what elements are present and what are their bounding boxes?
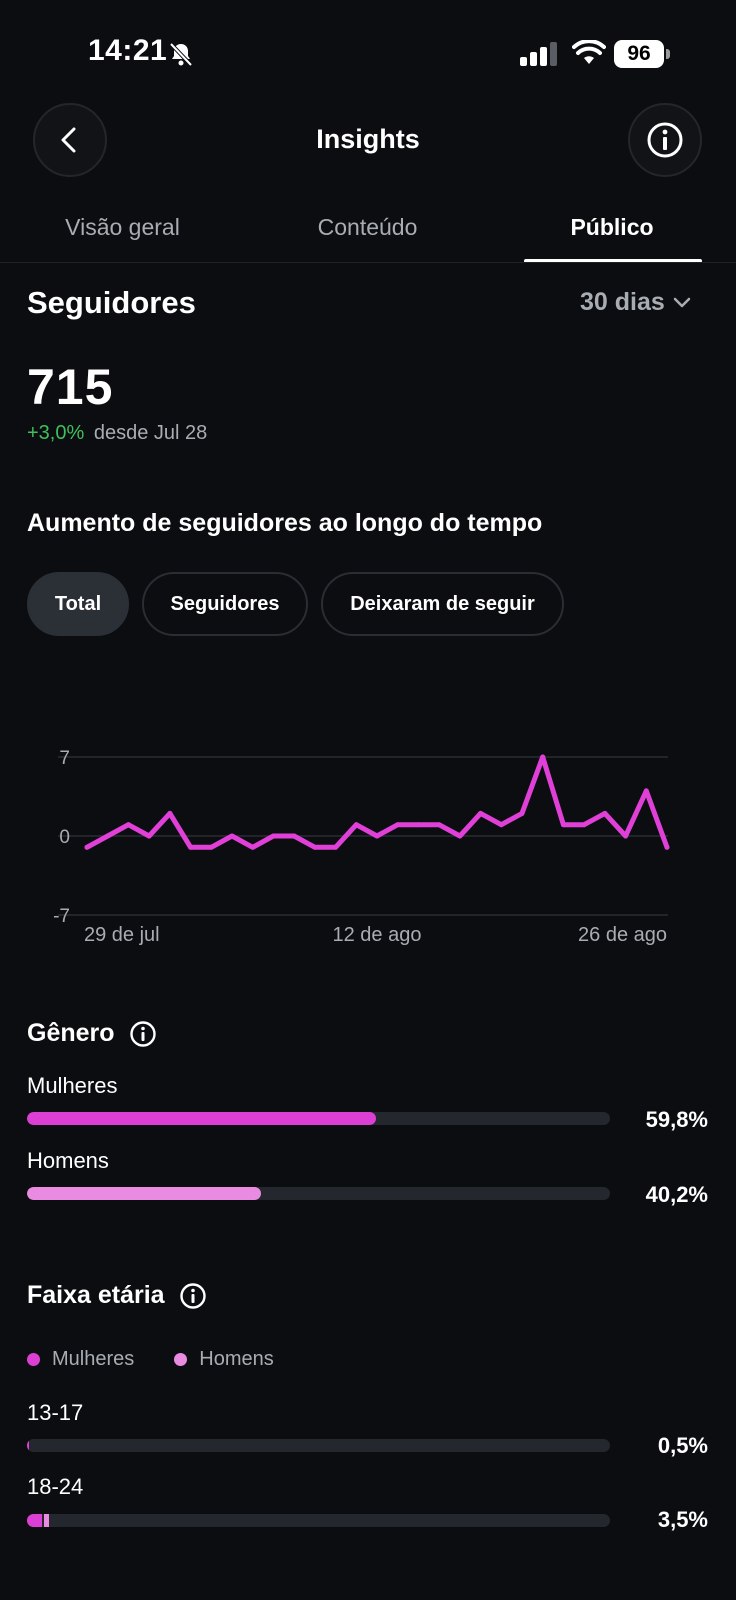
- data-point: [333, 844, 339, 850]
- chip-unfollowed[interactable]: Deixaram de seguir: [321, 572, 564, 636]
- tab-content[interactable]: Conteúdo: [317, 214, 418, 240]
- age-label-18-24: 18-24: [27, 1474, 84, 1499]
- age-value-18-24: 3,5%: [657, 1507, 708, 1532]
- gender-bar-women: [27, 1112, 610, 1125]
- age-value-13-17: 0,5%: [657, 1433, 708, 1458]
- info-icon[interactable]: [179, 1282, 207, 1310]
- data-point: [188, 844, 194, 850]
- followers-line-chart: 7 0 -7 29 de jul 12 de ago 26 de ago: [53, 748, 670, 946]
- data-point: [498, 822, 504, 828]
- chevron-left-icon: [61, 127, 76, 153]
- data-point: [208, 844, 214, 850]
- age-bar-fill-18-24: [27, 1514, 610, 1527]
- chip-followers[interactable]: Seguidores: [142, 572, 308, 636]
- tab-audience[interactable]: Público: [570, 214, 654, 240]
- data-point: [519, 810, 525, 816]
- info-icon[interactable]: [129, 1020, 157, 1048]
- gender-label-women: Mulheres: [27, 1073, 118, 1098]
- data-point: [415, 822, 421, 828]
- data-point: [457, 833, 463, 839]
- data-point: [291, 833, 297, 839]
- age-bar-fill-13-17: [27, 1439, 610, 1452]
- age-bar-18-24: [27, 1514, 610, 1527]
- data-point: [395, 822, 401, 828]
- data-point: [643, 788, 649, 794]
- age-legend: Mulheres Homens: [27, 1348, 274, 1371]
- age-label-13-17: 13-17: [27, 1400, 84, 1425]
- range-dropdown[interactable]: 30 dias: [580, 288, 691, 317]
- data-point: [312, 844, 318, 850]
- followers-title: Seguidores: [27, 285, 196, 320]
- chevron-down-icon: [673, 297, 691, 307]
- y-tick-label: 0: [59, 827, 70, 848]
- back-button[interactable]: [33, 103, 107, 177]
- legend-women: Mulheres: [27, 1348, 134, 1371]
- gender-title: Gênero: [27, 1019, 115, 1047]
- gender-bar-men: [27, 1187, 610, 1200]
- change-since: desde Jul 28: [93, 422, 208, 444]
- data-point: [664, 844, 670, 850]
- change-percent: +3,0%: [27, 422, 85, 444]
- growth-chart-title: Aumento de seguidores ao longo do tempo: [27, 509, 543, 537]
- data-point: [478, 810, 484, 816]
- follower-count: 715: [27, 359, 114, 415]
- legend-dot-men: [174, 1353, 188, 1366]
- bell-slash-icon: [169, 42, 193, 67]
- data-point: [125, 822, 131, 828]
- gender-value-men: 40,2%: [645, 1182, 708, 1207]
- gender-bar-fill-men: [27, 1187, 262, 1200]
- data-point: [623, 833, 629, 839]
- legend-men: Homens: [174, 1348, 274, 1371]
- gender-value-women: 59,8%: [645, 1107, 708, 1132]
- follower-change: +3,0% desde Jul 28: [27, 422, 207, 445]
- data-point: [540, 754, 546, 760]
- data-point: [560, 822, 566, 828]
- data-point: [270, 833, 276, 839]
- info-icon: [647, 122, 683, 158]
- gender-section-title: Gênero: [27, 1019, 157, 1048]
- active-tab-indicator: [524, 259, 702, 263]
- page-title: Insights: [316, 124, 420, 154]
- data-point: [602, 810, 608, 816]
- legend-dot-women: [27, 1353, 40, 1366]
- age-title: Faixa etária: [27, 1281, 165, 1309]
- tab-overview[interactable]: Visão geral: [65, 214, 180, 240]
- legend-label-women: Mulheres: [52, 1348, 135, 1370]
- x-tick-label: 12 de ago: [333, 924, 422, 946]
- y-tick-label: -7: [53, 906, 70, 927]
- data-point: [105, 833, 111, 839]
- legend-label-men: Homens: [199, 1348, 274, 1370]
- data-point: [250, 844, 256, 850]
- battery-icon: 96: [614, 40, 670, 68]
- data-point: [84, 844, 90, 850]
- tab-divider: [0, 262, 736, 263]
- status-time: 14:21: [88, 34, 168, 67]
- battery-level: 96: [614, 40, 664, 68]
- x-tick-label: 29 de jul: [84, 924, 160, 946]
- y-tick-label: 7: [59, 748, 70, 769]
- age-section-title: Faixa etária: [27, 1281, 207, 1310]
- data-point: [229, 833, 235, 839]
- age-bar-segment-women: [27, 1514, 43, 1527]
- data-point: [436, 822, 442, 828]
- info-button[interactable]: [628, 103, 702, 177]
- age-bar-segment-women: [27, 1439, 30, 1452]
- age-bar-13-17: [27, 1439, 610, 1452]
- age-bar-segment-men: [44, 1514, 50, 1527]
- data-point: [353, 822, 359, 828]
- data-point: [374, 833, 380, 839]
- gender-bar-fill-women: [27, 1112, 376, 1125]
- data-point: [167, 810, 173, 816]
- chip-total[interactable]: Total: [27, 572, 129, 636]
- range-label: 30 dias: [580, 288, 665, 316]
- signal-icon: [520, 42, 557, 66]
- wifi-icon: [572, 40, 606, 64]
- data-point: [146, 833, 152, 839]
- gender-label-men: Homens: [27, 1148, 109, 1173]
- data-point: [581, 822, 587, 828]
- x-tick-label: 26 de ago: [578, 924, 667, 946]
